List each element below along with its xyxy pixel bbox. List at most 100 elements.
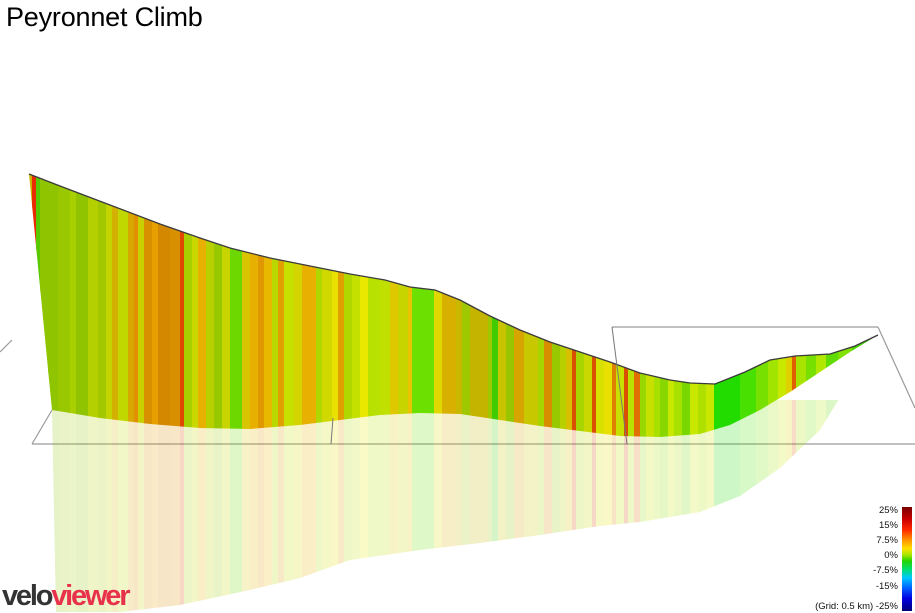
gradient-stripe (70, 400, 77, 612)
gradient-stripe (316, 174, 323, 437)
gradient-stripe (258, 400, 265, 612)
gradient-stripe (344, 174, 353, 437)
elevation-outline (28, 173, 879, 385)
grid-divider (611, 326, 628, 445)
gradient-stripe (492, 400, 499, 612)
gradient-stripe (544, 400, 553, 612)
gradient-stripe (514, 400, 525, 612)
gradient-stripe (866, 174, 878, 437)
gradient-stripe (76, 400, 89, 612)
gradient-stripe (368, 174, 381, 437)
gradient-stripe (332, 400, 339, 612)
gradient-stripe (506, 400, 515, 612)
gradient-stripe (566, 174, 573, 437)
gradient-stripe (32, 174, 37, 437)
gradient-stripe (332, 174, 339, 437)
gradient-stripe (838, 174, 853, 437)
gradient-stripe (434, 400, 443, 612)
gradient-stripe (470, 400, 489, 612)
gradient-stripe (360, 174, 369, 437)
gradient-stripe (604, 174, 613, 437)
grid-plane (0, 326, 915, 445)
gradient-stripe (230, 174, 243, 437)
gradient-stripe (138, 174, 145, 437)
gradient-stripe (552, 400, 561, 612)
gradient-stripe (152, 400, 159, 612)
gradient-stripe (584, 174, 593, 437)
gradient-stripe (552, 174, 561, 437)
gradient-stripe (284, 400, 295, 612)
gradient-stripe (408, 174, 413, 437)
grid-dividers (330, 326, 628, 445)
veloviewer-logo[interactable]: veloviewer (2, 580, 131, 612)
gradient-stripe (134, 174, 139, 437)
gradient-stripe (398, 400, 409, 612)
gradient-stripe (412, 174, 435, 437)
gradient-stripe (106, 400, 113, 612)
gradient-stripe (740, 400, 757, 612)
gradient-stripe (544, 174, 553, 437)
gradient-stripe (624, 174, 629, 437)
gradient-stripe (616, 174, 625, 437)
gradient-stripe (250, 400, 259, 612)
gradient-stripe (604, 400, 613, 612)
gradient-stripe (368, 400, 381, 612)
gradient-stripe (412, 400, 435, 612)
gradient-stripe (152, 174, 159, 437)
gradient-stripe (698, 174, 707, 437)
gradient-stripe (660, 400, 669, 612)
legend-tick-label: -15% (875, 581, 898, 592)
gradient-stripe (118, 174, 129, 437)
gradient-stripe (674, 400, 683, 612)
gradient-stripe (538, 400, 545, 612)
gradient-stripe (714, 174, 741, 437)
gradient-stripe (740, 174, 757, 437)
gradient-stripe (48, 174, 59, 437)
gradient-stripe (572, 174, 577, 437)
gradient-stripe (284, 174, 295, 437)
gradient-stripe (98, 400, 107, 612)
gradient-stripe (434, 174, 443, 437)
legend-tick-label: 25% (878, 505, 898, 516)
gradient-stripe (198, 174, 207, 437)
gradient-stripe (322, 400, 333, 612)
gradient-stripe (206, 174, 215, 437)
gradient-stripe (302, 400, 309, 612)
legend-tick-label: 7.5% (876, 535, 898, 546)
gradient-stripe (88, 174, 99, 437)
gradient-stripe (158, 174, 171, 437)
gradient-stripe (462, 174, 471, 437)
gradient-stripe (498, 400, 507, 612)
gradient-stripe (144, 400, 153, 612)
gradient-stripe (682, 174, 691, 437)
gradient-stripe (180, 174, 185, 437)
gradient-stripe (214, 174, 223, 437)
gradient-stripe (682, 400, 691, 612)
gradient-stripe (698, 400, 707, 612)
gradient-stripe (778, 400, 787, 612)
gradient-stripe (660, 174, 669, 437)
gradient-stripe (624, 400, 629, 612)
gradient-stripe (592, 400, 597, 612)
gradient-stripe (118, 400, 129, 612)
gradient-stripe (144, 174, 153, 437)
gradient-stripe (40, 174, 49, 437)
gradient-stripe (690, 400, 699, 612)
gradient-stripe (592, 174, 597, 437)
gradient-stripe (456, 174, 463, 437)
legend-tick-label: -7.5% (873, 565, 898, 576)
gradient-stripe (634, 400, 641, 612)
gradient-stripe (390, 400, 399, 612)
gradient-stripe (316, 400, 323, 612)
gradient-legend: 25% 15% 7.5% 0% -7.5% -15% (Grid: 0.5 km) -25% (795, 505, 915, 613)
gradient-stripe (668, 174, 675, 437)
gradient-stripe (524, 174, 539, 437)
gradient-color-scale (902, 507, 912, 611)
gradient-stripe (616, 400, 625, 612)
gradient-stripe (706, 400, 715, 612)
gradient-stripe (230, 400, 243, 612)
gradient-stripe (576, 174, 585, 437)
gradient-stripe (640, 174, 647, 437)
gradient-stripe (258, 174, 265, 437)
logo-velo: velo (2, 580, 53, 612)
